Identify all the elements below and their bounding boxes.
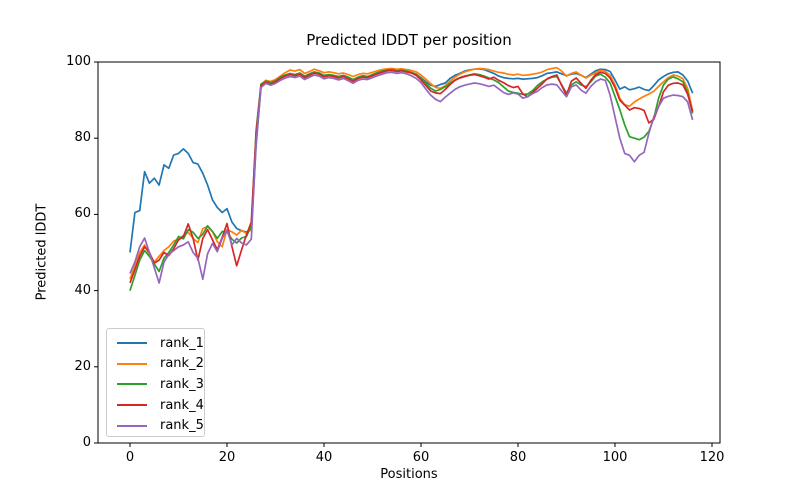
legend-item-rank-5: rank_5 bbox=[117, 415, 204, 436]
legend-line-swatch bbox=[117, 362, 147, 365]
chart-title: Predicted lDDT per position bbox=[306, 31, 512, 49]
series-line-rank_3 bbox=[129, 68, 694, 291]
x-tick-label: 0 bbox=[125, 450, 135, 465]
legend: rank_1 rank_2 rank_3 rank_4 rank_5 bbox=[106, 328, 205, 437]
legend-label: rank_3 bbox=[160, 376, 204, 392]
legend-item-rank-3: rank_3 bbox=[117, 374, 204, 395]
y-tick-label: 40 bbox=[74, 282, 91, 298]
x-tick-label: 40 bbox=[315, 450, 333, 465]
series-line-rank_1 bbox=[129, 68, 694, 253]
legend-item-rank-4: rank_4 bbox=[117, 395, 204, 416]
series-line-rank_4 bbox=[129, 69, 694, 284]
y-tick-label: 60 bbox=[74, 206, 91, 222]
x-tick-label: 60 bbox=[412, 450, 430, 465]
x-axis-label: Positions bbox=[380, 467, 438, 482]
axes-spines bbox=[97, 61, 721, 444]
y-tick-label: 100 bbox=[66, 54, 91, 69]
y-tick-label: 80 bbox=[74, 130, 91, 146]
x-tick-label: 120 bbox=[699, 450, 725, 465]
legend-item-rank-2: rank_2 bbox=[117, 354, 204, 375]
y-axis-label: Predicted lDDT bbox=[34, 203, 50, 301]
x-tick-label: 100 bbox=[602, 450, 628, 465]
tick-marks bbox=[94, 61, 713, 447]
legend-label: rank_1 bbox=[160, 335, 204, 351]
legend-line-swatch bbox=[117, 404, 147, 407]
y-tick-label: 20 bbox=[74, 358, 91, 374]
legend-line-swatch bbox=[117, 342, 147, 345]
x-tick-label: 20 bbox=[218, 450, 236, 465]
legend-item-rank-1: rank_1 bbox=[117, 333, 204, 354]
series-line-rank_5 bbox=[129, 71, 694, 284]
x-tick-label: 80 bbox=[509, 450, 527, 465]
series-line-rank_2 bbox=[129, 66, 694, 280]
legend-line-swatch bbox=[117, 383, 147, 386]
legend-label: rank_4 bbox=[160, 397, 204, 413]
legend-label: rank_5 bbox=[160, 418, 204, 434]
y-tick-label: 0 bbox=[82, 435, 91, 450]
legend-label: rank_2 bbox=[160, 356, 204, 372]
legend-line-swatch bbox=[117, 424, 147, 427]
